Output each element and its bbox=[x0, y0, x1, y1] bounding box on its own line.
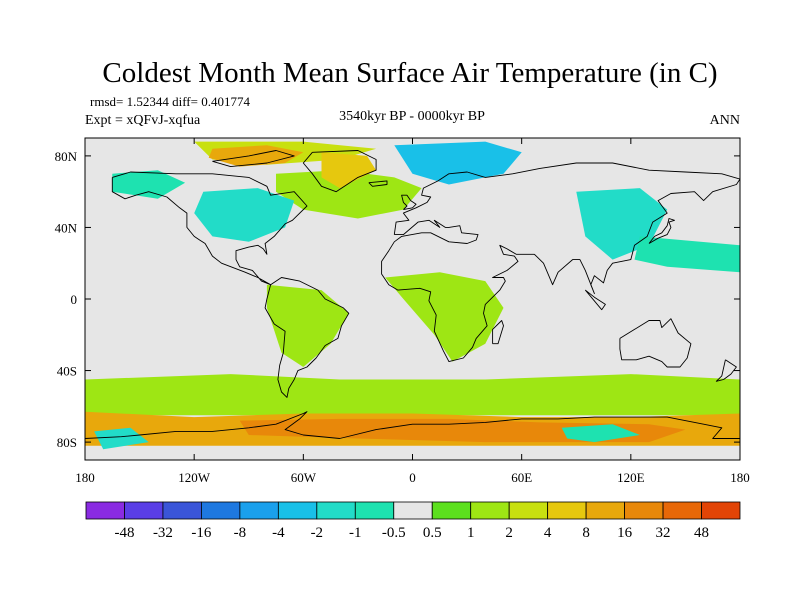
region-greenland-warm bbox=[321, 152, 377, 189]
coastlines bbox=[85, 150, 740, 439]
colorbar-swatch bbox=[585, 501, 625, 520]
region-ross-cool bbox=[94, 427, 149, 450]
coastline-greenland bbox=[302, 150, 377, 193]
region-africa-warm bbox=[385, 272, 504, 362]
colorbar-label: -32 bbox=[153, 525, 173, 541]
coastline-iceland bbox=[368, 180, 388, 187]
coastline-uk bbox=[401, 194, 417, 211]
axes: 180 120W 60W 0 60E 120E 180 80N 40N 0 40S 80S bbox=[55, 138, 750, 485]
region-southern-ocean-warm bbox=[85, 374, 740, 416]
y-tick-label: 40N bbox=[55, 220, 78, 235]
colorbar-swatch bbox=[85, 501, 125, 520]
colorbar-swatch bbox=[239, 501, 279, 520]
colorbar-label: -2 bbox=[311, 525, 324, 541]
colorbar-label: 16 bbox=[617, 525, 633, 541]
colorbar-label: 32 bbox=[656, 525, 671, 541]
coastline-new-zealand bbox=[715, 359, 737, 382]
colorbar-label: 8 bbox=[582, 525, 590, 541]
x-tick-label: 180 bbox=[730, 470, 750, 485]
colorbar-label: -8 bbox=[234, 525, 247, 541]
colorbar-label: 2 bbox=[505, 525, 513, 541]
colorbar-swatch bbox=[201, 501, 241, 520]
colorbar-label: -1 bbox=[349, 525, 362, 541]
stats-label: rmsd= 1.52344 diff= 0.401774 bbox=[90, 94, 250, 109]
period-label: 3540kyr BP - 0000kyr BP bbox=[339, 109, 485, 124]
coastline-antarctica bbox=[85, 411, 740, 439]
region-north-pacific-cool bbox=[634, 236, 740, 273]
colorbar-label: -0.5 bbox=[382, 525, 406, 541]
colorbar-swatch bbox=[162, 501, 202, 520]
colorbar-swatch bbox=[124, 501, 164, 520]
colorbar-swatch bbox=[316, 501, 356, 520]
colorbar: -48 -32 -16 -8 -4 -2 -1 -0.5 0.5 1 2 4 8 16 32 48 bbox=[85, 501, 741, 541]
colorbar-label: 0.5 bbox=[423, 525, 442, 541]
region-south-america-warm bbox=[266, 284, 349, 367]
coastline-arctic-islands bbox=[212, 150, 295, 168]
colorbar-swatch bbox=[470, 501, 510, 520]
colorbar-swatch bbox=[547, 501, 587, 520]
region-wilkes-cool bbox=[561, 424, 640, 443]
colorbar-swatch bbox=[277, 501, 318, 520]
colorbar-swatch bbox=[354, 501, 395, 520]
region-alaska-cool bbox=[112, 170, 186, 199]
coastline-borneo-sumatra bbox=[584, 289, 606, 311]
season-label: ANN bbox=[710, 113, 740, 128]
y-tick-label: 0 bbox=[71, 292, 78, 307]
coastline-madagascar bbox=[492, 320, 504, 345]
colorbar-swatch bbox=[508, 501, 549, 520]
chart-title: Coldest Month Mean Surface Air Temperatu… bbox=[102, 57, 717, 89]
y-tick-label: 80S bbox=[57, 435, 77, 450]
x-tick-label: 120W bbox=[178, 470, 211, 485]
colorbar-swatch bbox=[662, 501, 702, 520]
y-tick-label: 40S bbox=[57, 364, 77, 379]
coastline-north-america bbox=[111, 171, 308, 286]
x-tick-label: 60W bbox=[291, 470, 317, 485]
colorbar-swatch bbox=[624, 501, 664, 520]
coastline-australia bbox=[619, 318, 692, 368]
colorbar-label: -16 bbox=[191, 525, 211, 541]
colorbar-swatch bbox=[701, 501, 741, 520]
coastline-japan bbox=[648, 218, 675, 244]
region-north-atlantic-warm bbox=[276, 170, 422, 219]
temperature-map bbox=[85, 138, 740, 460]
region-north-america-cool bbox=[194, 188, 295, 242]
colorbar-label: 4 bbox=[544, 525, 552, 541]
region-arctic-hot-canada bbox=[208, 145, 304, 167]
colorbar-label: -4 bbox=[272, 525, 285, 541]
x-tick-label: 60E bbox=[511, 470, 532, 485]
expt-label: Expt = xQFvJ-xqfua bbox=[85, 113, 201, 128]
colorbar-label: 48 bbox=[694, 525, 709, 541]
coastline-eurasia-africa bbox=[381, 162, 740, 363]
region-siberia-cool bbox=[394, 141, 522, 185]
colorbar-label: -48 bbox=[114, 525, 134, 541]
x-tick-label: 120E bbox=[617, 470, 645, 485]
x-tick-label: 180 bbox=[75, 470, 95, 485]
colorbar-swatch bbox=[393, 501, 433, 520]
colorbar-swatch bbox=[431, 501, 472, 520]
y-tick-label: 80N bbox=[55, 149, 78, 164]
coastline-south-america bbox=[264, 277, 350, 398]
x-tick-label: 0 bbox=[409, 470, 416, 485]
colorbar-label: 1 bbox=[467, 525, 475, 541]
